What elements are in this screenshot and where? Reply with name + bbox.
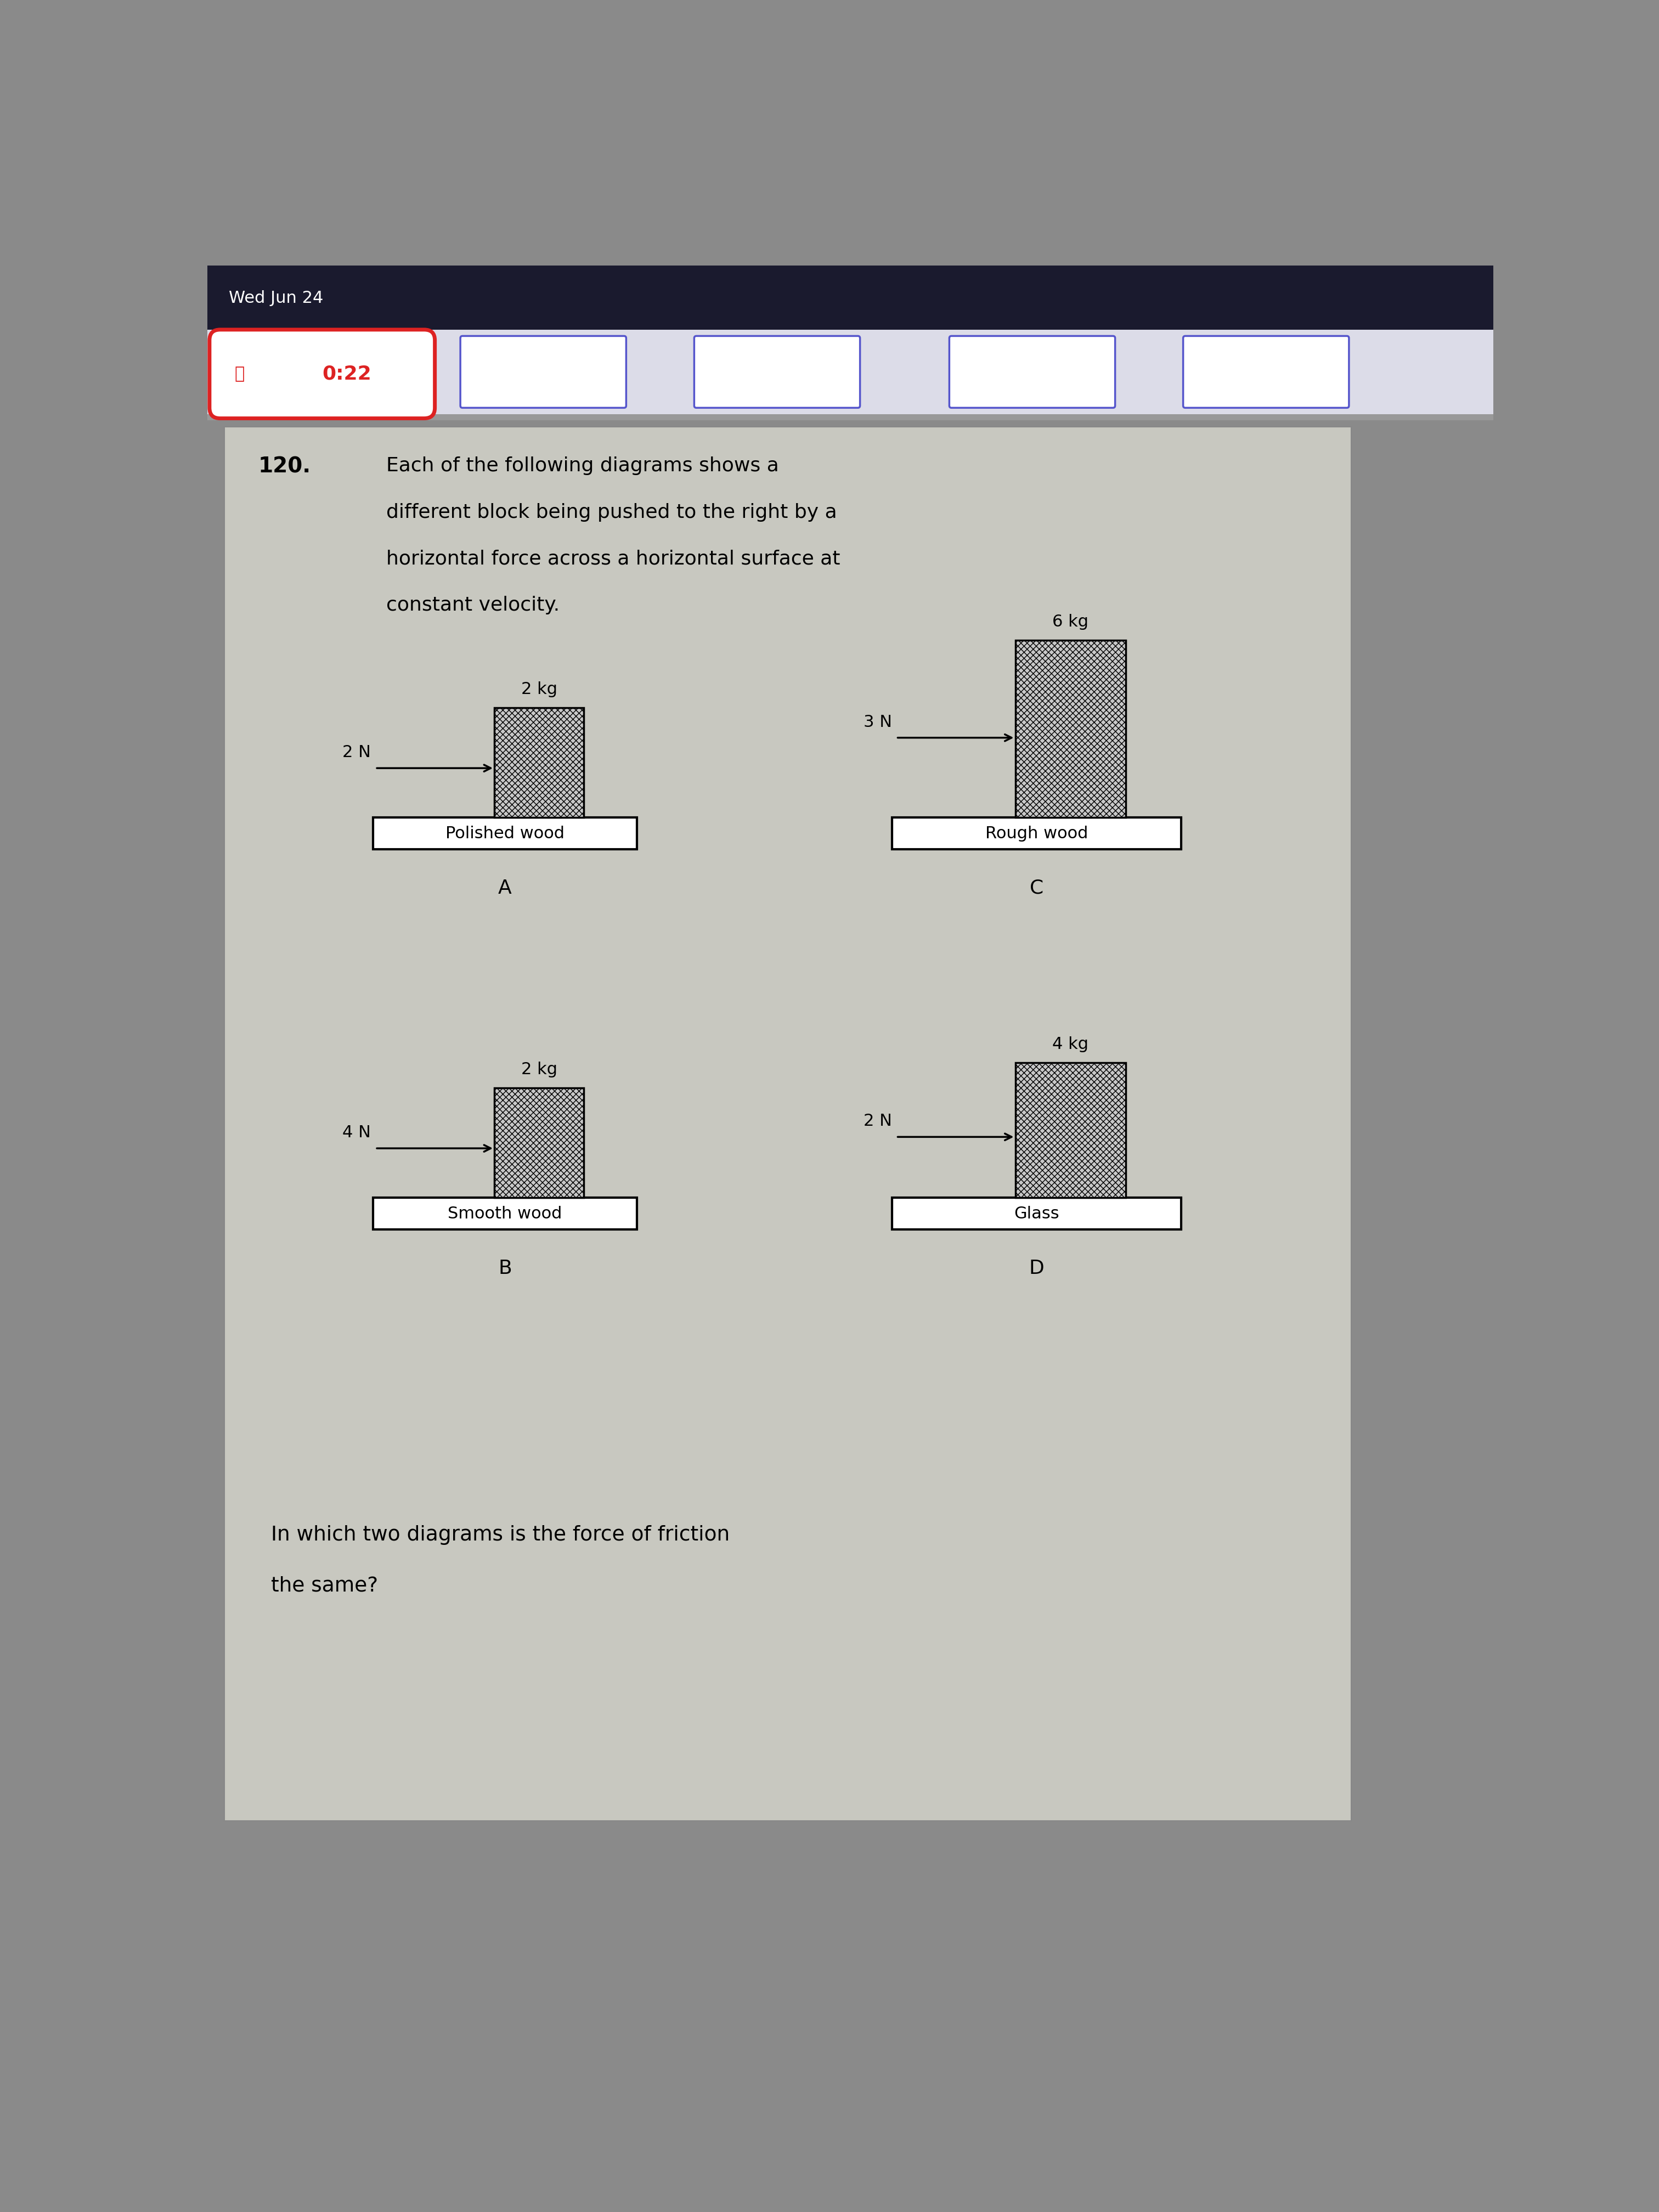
- Bar: [373, 818, 637, 849]
- Bar: [494, 708, 584, 818]
- Text: 2 kg: 2 kg: [521, 681, 557, 697]
- Text: In which two diagrams is the force of friction: In which two diagrams is the force of fr…: [270, 1524, 730, 1544]
- Text: 4 N: 4 N: [343, 1126, 372, 1141]
- Text: 2 N: 2 N: [343, 745, 372, 761]
- Text: Polished wood: Polished wood: [446, 825, 564, 841]
- Text: 0:22: 0:22: [322, 365, 372, 383]
- Text: 2 kg: 2 kg: [521, 1062, 557, 1077]
- Text: ⏸: ⏸: [234, 365, 244, 383]
- Text: A: A: [498, 878, 511, 898]
- Bar: [224, 427, 1350, 1820]
- Bar: [494, 1088, 584, 1197]
- Text: B: B: [498, 1259, 511, 1279]
- FancyBboxPatch shape: [693, 336, 859, 407]
- FancyBboxPatch shape: [1183, 336, 1349, 407]
- Bar: [373, 1197, 637, 1230]
- Text: D: D: [1029, 1259, 1044, 1279]
- Text: 120.: 120.: [259, 456, 312, 478]
- Bar: [207, 330, 1493, 414]
- Text: constant velocity.: constant velocity.: [387, 595, 559, 615]
- Text: Smooth wood: Smooth wood: [448, 1206, 562, 1221]
- Text: Glass: Glass: [1014, 1206, 1058, 1221]
- Text: Each of the following diagrams shows a: Each of the following diagrams shows a: [387, 456, 778, 476]
- Bar: [893, 818, 1181, 849]
- Text: the same?: the same?: [270, 1575, 378, 1595]
- Text: horizontal force across a horizontal surface at: horizontal force across a horizontal sur…: [387, 549, 839, 568]
- Text: Wed Jun 24: Wed Jun 24: [229, 290, 324, 305]
- Bar: [207, 414, 1493, 420]
- Bar: [1015, 1062, 1126, 1197]
- Bar: [1015, 639, 1126, 818]
- Text: C: C: [1030, 878, 1044, 898]
- Text: 2 N: 2 N: [863, 1113, 893, 1130]
- Bar: [207, 265, 1493, 330]
- Text: different block being pushed to the right by a: different block being pushed to the righ…: [387, 502, 836, 522]
- Text: 4 kg: 4 kg: [1052, 1035, 1088, 1053]
- Text: Rough wood: Rough wood: [985, 825, 1088, 841]
- Text: 3 N: 3 N: [863, 714, 893, 730]
- Text: 6 kg: 6 kg: [1052, 613, 1088, 630]
- Bar: [893, 1197, 1181, 1230]
- FancyBboxPatch shape: [949, 336, 1115, 407]
- FancyBboxPatch shape: [460, 336, 625, 407]
- FancyBboxPatch shape: [209, 330, 435, 418]
